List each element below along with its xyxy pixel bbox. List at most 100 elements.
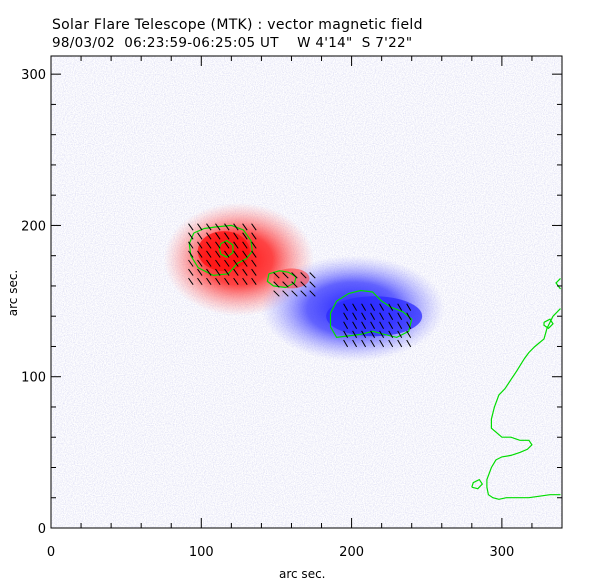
vector-positive_region-41	[233, 223, 239, 231]
vector-positive_region-51	[251, 259, 257, 267]
vector-positive_region-12	[197, 232, 203, 240]
vector-negative_region-6	[352, 330, 358, 339]
vector-bridge-10	[300, 281, 307, 288]
vector-positive_region-34	[224, 223, 230, 231]
vector-negative_region-39	[406, 303, 412, 311]
y-tick-label: 100	[21, 371, 46, 386]
vector-positive_region-0	[188, 277, 194, 285]
vector-negative_region-29	[388, 303, 394, 311]
vector-positive_region-26	[215, 232, 221, 240]
vector-positive_region-4	[188, 241, 194, 249]
chart-subtitle: 98/03/02 06:23:59-06:25:05 UT W 4'14" S …	[52, 35, 413, 51]
vector-negative_region-22	[379, 321, 385, 329]
vector-positive_region-16	[206, 259, 212, 267]
x-axis-label: arc sec.	[279, 567, 326, 581]
vector-negative_region-10	[361, 339, 367, 348]
vector-positive_region-1	[188, 268, 194, 276]
x-tick-label: 300	[489, 545, 514, 560]
vector-positive_region-36	[233, 268, 239, 276]
vector-positive_region-23	[215, 259, 221, 267]
vector-positive_region-17	[206, 250, 212, 258]
vector-negative_region-24	[379, 303, 385, 311]
vector-negative_region-33	[397, 312, 403, 320]
vector-positive_region-29	[224, 268, 230, 276]
vector-negative_region-5	[352, 339, 358, 348]
vector-negative_region-14	[361, 303, 367, 311]
contour-plage-east	[555, 277, 561, 290]
vector-positive_region-7	[197, 277, 203, 285]
y-tick-label: 200	[21, 219, 46, 234]
vector-bridge-12	[309, 290, 316, 297]
vector-positive_region-11	[197, 241, 203, 249]
vector-negative_region-3	[343, 312, 349, 320]
plot-frame	[50, 55, 563, 529]
contour-plage-small	[543, 318, 554, 330]
positive-bridge	[273, 268, 310, 289]
vector-positive_region-22	[215, 268, 221, 276]
vector-negative_region-13	[361, 312, 367, 320]
vector-bridge-7	[291, 281, 298, 288]
vector-positive_region-45	[242, 250, 248, 258]
vector-bridge-8	[291, 272, 298, 279]
vector-negative_region-31	[397, 330, 403, 339]
vector-bridge-11	[300, 272, 307, 279]
vector-positive_region-35	[233, 277, 239, 285]
vector-negative_region-27	[388, 321, 394, 329]
vector-negative_region-38	[406, 312, 412, 320]
x-tick-label: 100	[189, 545, 214, 560]
vector-positive_region-53	[251, 241, 257, 249]
vector-positive_region-48	[242, 223, 248, 231]
vector-positive_region-10	[197, 250, 203, 258]
vector-positive_region-21	[215, 277, 221, 285]
contour-negative-core	[329, 289, 413, 339]
vector-negative_region-26	[388, 330, 394, 339]
vector-negative_region-30	[397, 339, 403, 348]
vector-negative_region-20	[379, 339, 385, 348]
vector-positive_region-46	[242, 241, 248, 249]
vector-negative_region-28	[388, 312, 394, 320]
contour-positive-east	[266, 270, 297, 289]
vector-negative_region-12	[361, 321, 367, 329]
vector-positive_region-32	[224, 241, 230, 249]
vector-negative_region-11	[361, 330, 367, 339]
vector-positive_region-28	[224, 277, 230, 285]
vector-bridge-3	[282, 290, 289, 297]
vector-positive_region-2	[188, 259, 194, 267]
vector-positive_region-9	[197, 259, 203, 267]
vector-negative_region-0	[343, 339, 349, 348]
vector-positive_region-19	[206, 232, 212, 240]
vector-negative_region-15	[370, 339, 376, 348]
vector-negative_region-17	[370, 321, 376, 329]
vector-positive_region-8	[197, 268, 203, 276]
field-image	[51, 56, 562, 528]
vector-positive_region-20	[206, 223, 212, 231]
contour-layer	[188, 224, 561, 500]
vector-negative_region-7	[352, 321, 358, 329]
vector-positive_region-14	[206, 277, 212, 285]
vector-positive_region-42	[242, 277, 248, 285]
vector-negative_region-36	[406, 330, 412, 339]
vector-bridge-1	[273, 281, 280, 288]
vector-negative_region-25	[388, 339, 394, 348]
y-axis-label: arc sec.	[6, 269, 21, 317]
vector-positive_region-33	[224, 232, 230, 240]
vector-positive_region-55	[251, 223, 257, 231]
axis-ticks: 0 100 200 300 0 100 200 300	[21, 56, 563, 560]
vector-negative_region-4	[343, 303, 349, 311]
vector-positive_region-25	[215, 241, 221, 249]
vector-bridge-14	[309, 272, 316, 279]
y-tick-label: 300	[21, 68, 46, 83]
vector-negative_region-18	[370, 312, 376, 320]
vector-bridge-13	[309, 281, 316, 288]
vector-negative_region-32	[397, 321, 403, 329]
vector-negative_region-9	[352, 303, 358, 311]
vector-negative_region-37	[406, 321, 412, 329]
vector-negative_region-2	[343, 321, 349, 329]
contour-plage-low	[471, 478, 484, 490]
vector-negative_region-35	[406, 339, 412, 348]
negative-core	[326, 296, 423, 337]
vector-bridge-2	[273, 272, 280, 279]
vector-positive_region-13	[197, 223, 203, 231]
vector-positive_region-39	[233, 241, 239, 249]
vector-positive_region-49	[251, 277, 257, 285]
